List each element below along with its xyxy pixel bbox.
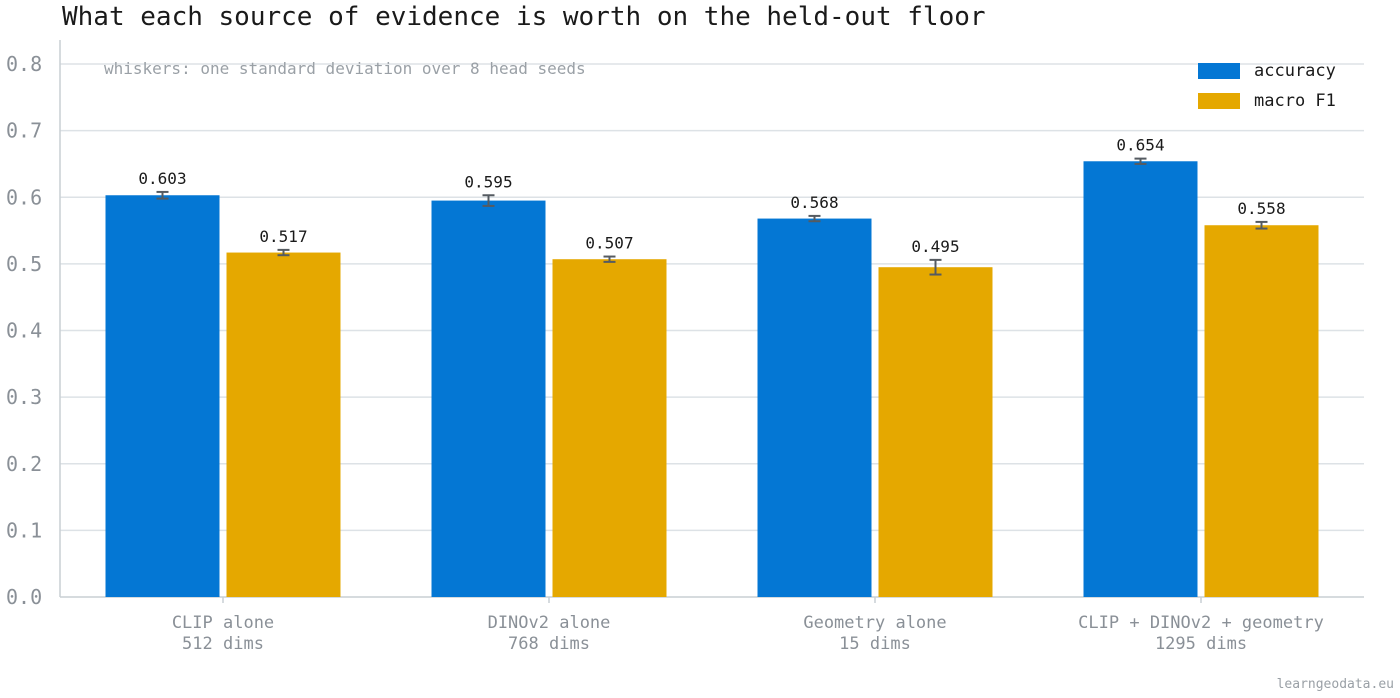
whisker-note: whiskers: one standard deviation over 8 … [104, 59, 586, 78]
y-tick-label: 0.6 [6, 185, 42, 209]
bar [105, 195, 220, 597]
bar [552, 259, 667, 597]
legend-swatch-accuracy [1198, 63, 1240, 79]
chart-title: What each source of evidence is worth on… [62, 2, 986, 32]
data-label: 0.495 [911, 237, 959, 256]
credit-text: learngeodata.eu [1276, 677, 1394, 692]
legend-swatch-macro-f1 [1198, 93, 1240, 109]
y-tick-label: 0.3 [6, 385, 42, 409]
x-tick-label: CLIP + DINOv2 + geometry [1078, 613, 1324, 633]
x-tick-label: 512 dims [182, 634, 264, 654]
y-tick-label: 0.1 [6, 518, 42, 542]
y-tick-label: 0.0 [6, 585, 42, 609]
y-tick-label: 0.4 [6, 319, 42, 343]
legend-label-accuracy: accuracy [1254, 61, 1336, 81]
bar [878, 267, 993, 597]
x-tick-label: DINOv2 alone [488, 613, 611, 633]
y-tick-label: 0.8 [6, 52, 42, 76]
data-label: 0.654 [1116, 136, 1164, 155]
legend: accuracy macro F1 [1198, 56, 1336, 116]
data-label: 0.603 [138, 169, 186, 188]
x-tick-label: 15 dims [839, 634, 911, 654]
data-label: 0.507 [585, 234, 633, 253]
data-label: 0.568 [790, 193, 838, 212]
y-tick-label: 0.2 [6, 452, 42, 476]
bar [431, 200, 546, 598]
legend-item-macro-f1: macro F1 [1198, 86, 1336, 116]
x-tick-label: CLIP alone [172, 613, 274, 633]
x-tick-label: Geometry alone [803, 613, 946, 633]
y-tick-label: 0.5 [6, 252, 42, 276]
x-tick-label: 1295 dims [1155, 634, 1247, 654]
y-tick-label: 0.7 [6, 119, 42, 143]
legend-item-accuracy: accuracy [1198, 56, 1336, 86]
bar [1204, 225, 1319, 598]
legend-label-macro-f1: macro F1 [1254, 91, 1336, 111]
data-label: 0.517 [259, 227, 307, 246]
data-label: 0.595 [464, 172, 512, 191]
bar [757, 218, 872, 597]
bar [1083, 161, 1198, 597]
bar [226, 252, 341, 597]
x-tick-label: 768 dims [508, 634, 590, 654]
data-label: 0.558 [1237, 199, 1285, 218]
